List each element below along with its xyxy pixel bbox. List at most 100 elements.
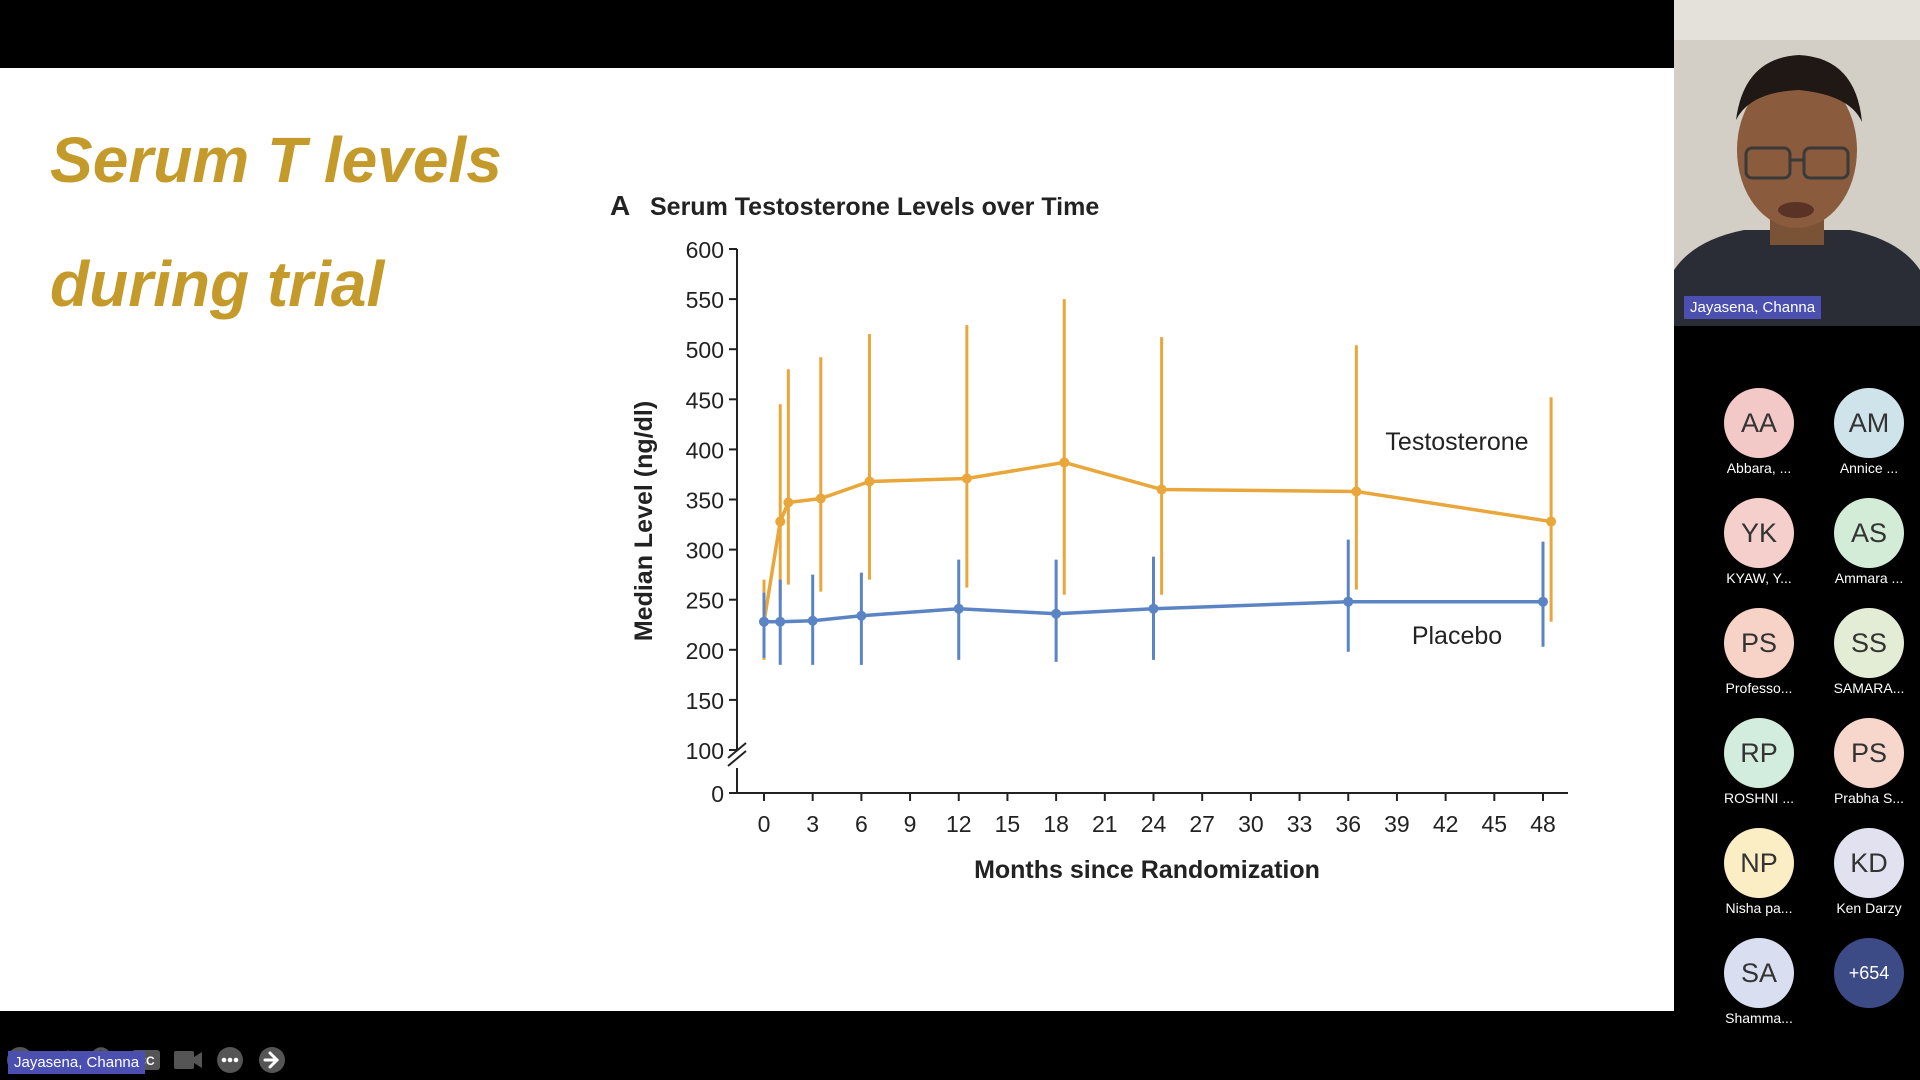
speaker-name-tag: Jayasena, Channa [1684,296,1822,319]
axis-break-mark [727,750,747,767]
y-tick-label: 0 [711,781,724,807]
participant-avatar: YK [1724,498,1794,568]
participant-avatar: AS [1834,498,1904,568]
data-point [1051,608,1062,619]
participant-name: Ammara ... [1834,570,1904,586]
participant-avatar: RP [1724,718,1794,788]
y-tick-label: 300 [686,538,724,564]
y-tick-label: 450 [686,387,724,413]
slide-title-line1: Serum T levels [50,124,502,196]
video-camera-icon[interactable] [172,1044,204,1076]
participant-avatar: AA [1724,388,1794,458]
testosterone-chart: A Serum Testosterone Levels over Time 0 100… [610,190,1568,884]
participant-name: ROSHNI ... [1723,790,1794,806]
y-tick-label: 500 [686,337,724,363]
x-tick-label: 36 [1335,811,1361,837]
y-tick-label: 200 [686,638,724,664]
y-axis-label: Median Level (ng/dl) [630,401,658,641]
participant-avatar: SA [1724,938,1794,1008]
x-tick-label: 42 [1433,811,1459,837]
y-tick-label: 100 [686,738,724,764]
presenter-name-tag: Jayasena, Channa [8,1051,146,1074]
x-tick-label: 27 [1189,811,1215,837]
data-point [1343,596,1354,607]
speaker-video-image [1674,0,1920,326]
chart-title: Serum Testosterone Levels over Time [650,193,1099,221]
x-tick-label: 21 [1092,811,1118,837]
x-tick-label: 12 [946,811,972,837]
more-icon[interactable] [214,1044,246,1076]
participant-avatar: PS [1724,608,1794,678]
x-tick-label: 9 [904,811,917,837]
data-point [807,615,818,626]
participant-tile[interactable]: PS Professo... [1704,608,1814,696]
data-point [775,616,786,627]
data-point [783,497,794,508]
participant-avatar: SS [1834,608,1904,678]
data-point [856,610,867,621]
x-tick-label: 33 [1287,811,1313,837]
y-tick-label: 250 [686,588,724,614]
participant-tile[interactable]: PS Prabha S... [1814,718,1920,806]
participant-tile[interactable]: SA Shamma... [1704,938,1814,1026]
series-label-testosterone: Testosterone [1385,428,1528,456]
participant-avatar: NP [1724,828,1794,898]
x-tick-label: 24 [1141,811,1167,837]
y-tick-label: 550 [686,287,724,313]
data-point [759,616,769,627]
arrow-right-icon[interactable] [256,1044,288,1076]
y-tick-label: 400 [686,437,724,463]
x-tick-label: 48 [1530,811,1556,837]
participant-tile[interactable]: AM Annice ... [1814,388,1920,476]
x-tick-label: 15 [995,811,1021,837]
participant-name: Annice ... [1839,460,1899,476]
participant-tile[interactable]: YK KYAW, Y... [1704,498,1814,586]
participant-avatar: +654 [1834,938,1904,1008]
participant-tile[interactable]: AA Abbara, ... [1704,388,1814,476]
chart-panel-label: A [610,190,630,221]
participant-name: KYAW, Y... [1726,570,1792,586]
data-point [1546,516,1557,527]
x-tick-label: 6 [855,811,868,837]
shared-slide: Serum T levels during trial A Serum Testo… [0,68,1674,1073]
x-tick-label: 45 [1482,811,1508,837]
x-tick-label: 18 [1043,811,1069,837]
participant-tile[interactable]: +654 [1814,938,1920,1010]
participant-name: Abbara, ... [1726,460,1792,476]
participant-name: Prabha S... [1833,790,1905,806]
participant-tile[interactable]: KD Ken Darzy [1814,828,1920,916]
participant-tile[interactable]: RP ROSHNI ... [1704,718,1814,806]
participant-name: Nisha pa... [1725,900,1793,916]
participant-avatar: KD [1834,828,1904,898]
data-point [1156,484,1167,495]
y-tick-label: 600 [686,237,724,263]
speaker-video-tile[interactable]: Jayasena, Channa [1674,0,1920,326]
data-point [775,516,786,527]
x-tick-label: 30 [1238,811,1264,837]
x-axis-label: Months since Randomization [974,856,1320,884]
series-line-testosterone [762,460,1552,623]
data-point [1148,603,1159,614]
series-label-placebo: Placebo [1412,622,1502,650]
participant-tile[interactable]: NP Nisha pa... [1704,828,1814,916]
data-point [815,493,826,504]
participant-avatar: PS [1834,718,1904,788]
data-point [1538,596,1548,607]
participant-name: Ken Darzy [1836,900,1902,916]
participant-name: Professo... [1725,680,1793,696]
data-point [864,476,875,487]
data-point [1351,486,1362,497]
y-tick-label: 150 [686,688,724,714]
x-tick-label: 3 [806,811,819,837]
participant-tile[interactable]: SS SAMARA... [1814,608,1920,696]
data-point [953,603,964,614]
participant-name: SAMARA... [1833,680,1905,696]
participant-avatar: AM [1834,388,1904,458]
slide-title-line2: during trial [50,248,385,320]
participant-name: Shamma... [1725,1010,1793,1026]
x-tick-label: 39 [1384,811,1410,837]
y-tick-label: 350 [686,488,724,514]
participant-tile[interactable]: AS Ammara ... [1814,498,1920,586]
data-point [961,473,972,484]
data-point [1059,457,1070,468]
